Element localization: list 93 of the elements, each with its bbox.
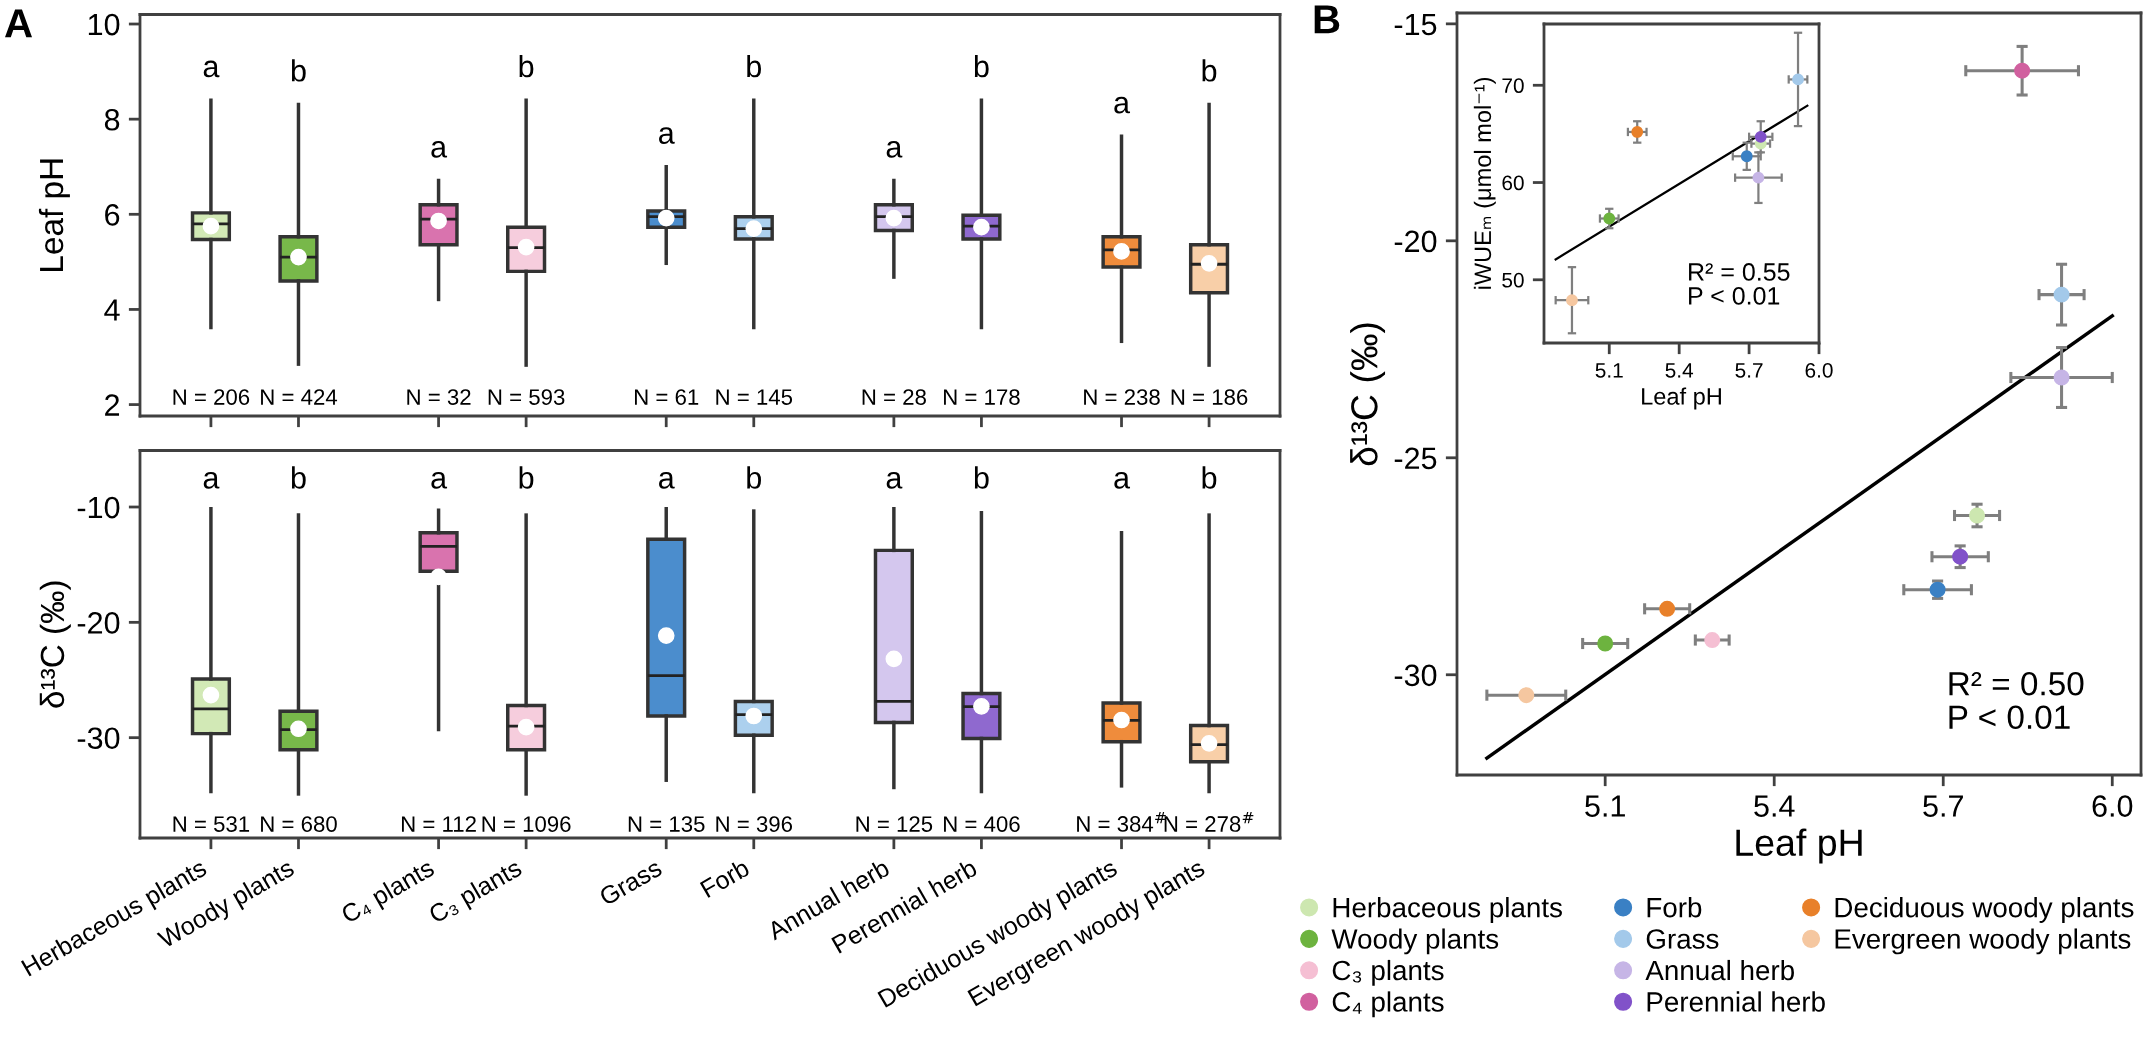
x-tick-label: 5.4 [1754, 795, 1795, 817]
annotation: b [974, 466, 989, 489]
point [1752, 171, 1765, 184]
point [2053, 286, 2070, 303]
annotation: N = 424 [261, 389, 338, 405]
annotation: N = 135 [628, 816, 705, 832]
point [1792, 73, 1804, 86]
annotation: N = 680 [261, 816, 337, 832]
legend-label: Annual herb [1645, 959, 1794, 981]
point [1566, 294, 1578, 307]
x-tick-label: 6.0 [2092, 795, 2133, 817]
x-axis-title: Leaf pH [1642, 387, 1721, 410]
annotation: a [431, 471, 448, 489]
annotation: b [1202, 59, 1217, 82]
x-tick-label: 5.7 [1735, 363, 1763, 378]
annotation: a [1114, 96, 1131, 114]
y-tick-label: 4 [104, 299, 120, 321]
x-tick-label: Grass [598, 858, 663, 907]
x-tick-label: 5.1 [1585, 795, 1625, 817]
y-axis-title: Leaf pH [38, 159, 70, 271]
point [1659, 600, 1676, 617]
annotation: b [747, 466, 761, 489]
annotation: N = 186 [1171, 389, 1248, 405]
point [1518, 687, 1535, 704]
annotation: N = 1096 [482, 816, 571, 832]
annotation: b [1202, 466, 1217, 489]
legend-label: C₃ plants [1332, 959, 1444, 986]
y-tick-label: 8 [104, 108, 120, 131]
y-tick-label: -15 [1394, 13, 1437, 36]
y-axis-title: δ¹³C (‰) [39, 581, 71, 708]
annotation: b [519, 54, 534, 78]
point [1631, 126, 1644, 138]
x-tick-label: 5.1 [1595, 363, 1623, 378]
y-tick-label: -25 [1394, 447, 1437, 470]
annotation: R² = 0.55 [1689, 263, 1790, 281]
annotation: R² = 0.50 [1949, 671, 2084, 696]
annotation: a [1114, 471, 1131, 489]
annotation: N = 238 [1084, 389, 1160, 405]
y-tick-label: 60 [1502, 175, 1524, 191]
annotation: a [203, 60, 220, 78]
annotation: N = 178 [944, 389, 1020, 405]
point [1754, 130, 1767, 143]
annotation: N = 28 [862, 389, 926, 405]
annotation: N = 396 [716, 816, 793, 832]
annotation: N = 206 [173, 389, 250, 405]
y-tick-label: 10 [88, 13, 120, 36]
annotation: b [291, 59, 306, 82]
annotation: N = 125 [856, 816, 933, 832]
annotation: a [431, 140, 448, 158]
annotation: N = 406 [944, 816, 1020, 832]
y-tick-label: -30 [1394, 664, 1437, 687]
point [1740, 150, 1753, 163]
annotation: N = 61 [635, 389, 699, 405]
point [2053, 369, 2070, 386]
y-tick-label: -10 [77, 496, 120, 519]
x-axis-title: Leaf pH [1736, 828, 1862, 864]
annotation: N = 531 [173, 816, 250, 832]
point [2014, 62, 2031, 79]
annotation: N = 278$^{#}$ [1164, 811, 1254, 832]
x-tick-label: 5.4 [1665, 363, 1694, 378]
chart-title: B [1314, 5, 1340, 34]
annotation: b [519, 466, 534, 489]
annotation: a [659, 127, 675, 144]
annotation: P < 0.01 [1689, 287, 1780, 305]
annotation: N = 32 [407, 389, 471, 405]
annotation: b [974, 54, 989, 78]
y-axis-title: δ¹³C (‰) [1350, 323, 1386, 466]
annotation: N = 593 [488, 389, 565, 405]
x-tick-label: 6.0 [1805, 362, 1833, 378]
annotation: N = 145 [716, 389, 793, 405]
chart-title: A [5, 9, 33, 38]
point [1969, 507, 1986, 524]
annotation: a [886, 140, 903, 158]
annotation: P < 0.01 [1949, 705, 2070, 730]
y-tick-label: 70 [1502, 78, 1524, 94]
y-tick-label: -30 [77, 727, 120, 750]
annotation: a [203, 471, 220, 489]
x-tick-label: 5.7 [1923, 795, 1963, 817]
y-tick-label: 50 [1502, 272, 1524, 288]
annotation: a [886, 471, 903, 489]
point [1704, 632, 1721, 649]
x-tick-label: Forb [699, 857, 751, 899]
y-axis-title: iWUEₘ (μmol mol⁻¹) [1473, 78, 1496, 289]
point [1597, 635, 1614, 652]
y-tick-label: 6 [105, 204, 120, 226]
annotation: b [291, 466, 306, 489]
point [1952, 548, 1969, 565]
annotation: a [659, 471, 675, 489]
annotation: N = 112 [401, 816, 476, 832]
y-tick-label: -20 [77, 612, 120, 634]
y-tick-label: 2 [105, 394, 120, 416]
annotation: b [747, 54, 761, 78]
y-tick-label: -20 [1394, 230, 1437, 253]
